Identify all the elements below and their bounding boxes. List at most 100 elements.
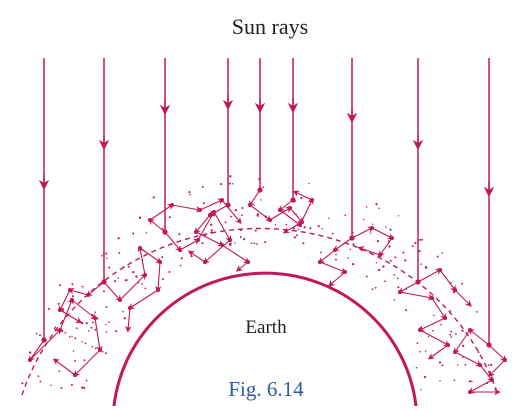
dust-dot — [302, 242, 305, 245]
dust-dot — [365, 275, 368, 278]
dust-dot — [239, 236, 242, 239]
dust-dot — [117, 277, 120, 279]
scattered-ray-segment — [139, 247, 163, 264]
scatter-particle — [398, 290, 402, 294]
dust-dot — [404, 259, 407, 262]
dust-dot — [60, 387, 63, 390]
dust-dot — [431, 329, 434, 332]
dust-dot — [58, 284, 62, 287]
scattered-ray-segment — [197, 209, 216, 241]
dust-dot — [178, 233, 181, 236]
dust-dot — [228, 182, 231, 185]
dust-dot — [365, 206, 368, 208]
scatter-particle — [370, 226, 374, 230]
dust-dot — [57, 302, 60, 305]
scatter-particle — [390, 236, 394, 240]
dust-dot — [94, 347, 97, 350]
dust-dot — [405, 309, 408, 311]
scatter-particle — [158, 260, 162, 264]
dust-dot — [321, 227, 323, 230]
dust-dot — [85, 379, 88, 382]
dust-dot — [35, 332, 38, 335]
dust-dot — [382, 265, 385, 268]
scattered-ray-segment — [52, 358, 76, 376]
scatter-particle — [138, 246, 142, 250]
dust-dot — [378, 207, 380, 210]
dust-dot — [53, 327, 56, 330]
dust-dot — [455, 333, 457, 335]
scatter-particle — [128, 306, 132, 310]
dust-dot — [436, 255, 439, 258]
dust-dot — [58, 370, 61, 373]
dust-dot — [253, 242, 256, 245]
scattered-ray-segment — [195, 231, 225, 247]
scattered-ray-segment — [137, 245, 146, 276]
scattered-ray-segment — [103, 281, 122, 302]
dust-dot — [124, 279, 127, 282]
scattered-ray-segment — [453, 329, 471, 355]
dust-dot — [347, 257, 350, 259]
dust-dot — [414, 241, 417, 245]
scattered-ray-segment — [171, 204, 203, 213]
scatter-particle — [93, 316, 97, 320]
dust-dot — [464, 363, 467, 366]
scattered-ray-segment — [277, 199, 294, 212]
scattered-ray-segment — [164, 231, 182, 253]
scatter-particle — [478, 363, 482, 367]
dust-dot — [113, 280, 117, 283]
scatter-particle — [170, 203, 174, 207]
dust-dot — [243, 238, 246, 241]
scattered-ray-segment — [119, 273, 147, 301]
dust-dot — [75, 327, 78, 330]
dust-dot — [490, 363, 493, 367]
scattered-ray-segment — [94, 317, 103, 353]
scattered-ray-segment — [85, 281, 105, 297]
dust-dot — [123, 317, 126, 320]
dust-dot — [201, 185, 204, 188]
dust-dot — [462, 356, 464, 359]
dust-dot — [84, 342, 87, 345]
dust-dot — [105, 352, 107, 355]
dust-dot — [132, 270, 135, 274]
scattered-ray-segment — [431, 297, 447, 321]
dust-dot — [210, 229, 213, 232]
dust-dot — [397, 286, 400, 289]
dust-dot — [188, 191, 191, 194]
dust-dot — [180, 257, 183, 260]
dust-dot — [420, 263, 422, 265]
dust-dot — [292, 227, 295, 230]
scattered-ray-segment — [59, 309, 83, 324]
scatter-particle — [333, 248, 337, 252]
dust-dot — [105, 306, 108, 308]
dust-dot — [241, 206, 244, 210]
scattered-ray-segment — [419, 329, 451, 347]
scattered-ray-segment — [125, 307, 132, 333]
dust-dot — [144, 287, 147, 290]
dust-dot — [141, 283, 143, 285]
dust-dot — [210, 223, 213, 226]
scattered-ray-segment — [357, 246, 381, 256]
dust-dot — [317, 225, 320, 228]
scattered-ray-segment — [194, 214, 211, 235]
scatter-particle — [118, 298, 122, 302]
scattered-ray-segment — [59, 297, 74, 331]
scattered-ray-segment — [439, 269, 457, 293]
scatter-particle — [418, 328, 422, 332]
scattered-ray-segment — [289, 207, 304, 225]
dust-dot — [101, 350, 104, 353]
scatter-particle — [438, 268, 442, 272]
dust-dot — [487, 364, 490, 367]
dust-dot — [415, 366, 418, 369]
dust-dot — [285, 223, 288, 226]
earth-label: Earth — [245, 317, 287, 338]
dust-dot — [274, 223, 277, 226]
scattered-ray-segment — [319, 261, 348, 274]
scatter-particle — [70, 298, 74, 302]
dust-dot — [152, 196, 155, 199]
scattered-ray-segment — [332, 237, 353, 252]
dust-dot — [257, 215, 259, 217]
dust-dot — [370, 232, 372, 234]
dust-dot — [344, 214, 347, 216]
dust-dot — [420, 388, 422, 391]
